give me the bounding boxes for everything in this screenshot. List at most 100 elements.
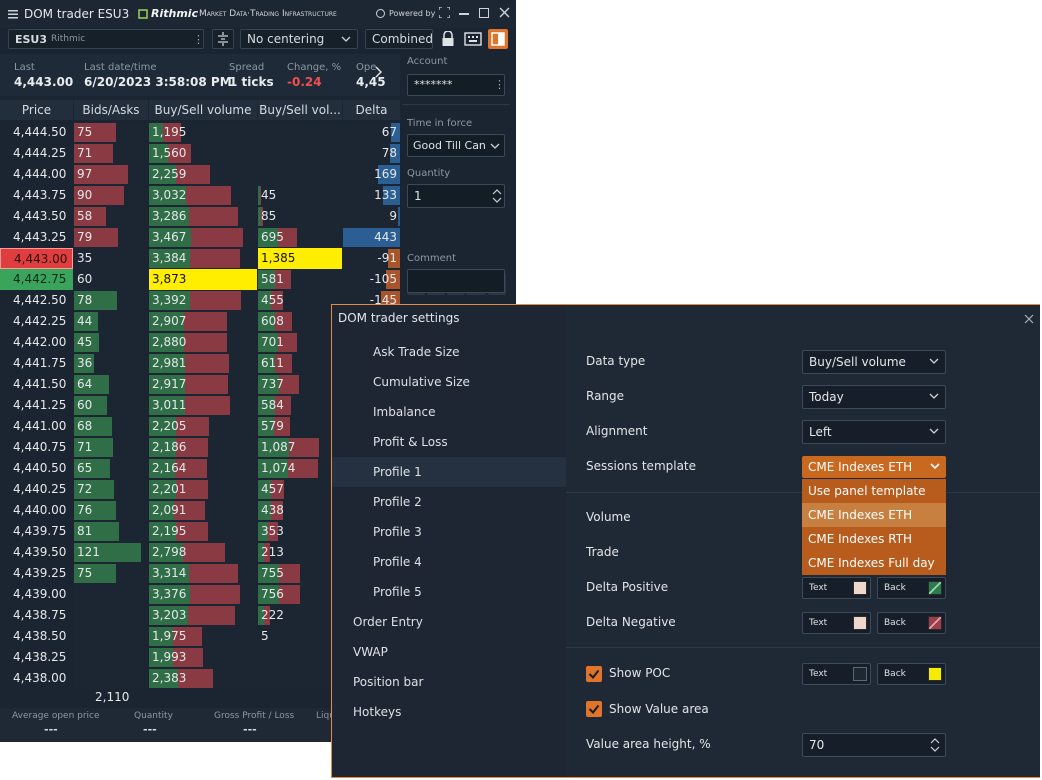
comment-input[interactable]: [407, 269, 505, 293]
volume-cell[interactable]: 2,164: [149, 458, 257, 479]
bid-ask-cell[interactable]: 44: [74, 311, 148, 332]
bid-ask-cell[interactable]: 68: [74, 416, 148, 437]
fullscreen-icon[interactable]: [438, 6, 451, 19]
volume-cell[interactable]: 2,091: [149, 500, 257, 521]
ladder-row[interactable]: 4,443.25 79 3,467 695 443: [0, 227, 400, 248]
ladder-row[interactable]: 4,444.50 75 1,195 67: [0, 122, 400, 143]
bid-ask-cell[interactable]: 65: [74, 458, 148, 479]
volume-cell[interactable]: 3,314: [149, 563, 257, 584]
delta-cell[interactable]: 443: [343, 227, 400, 248]
volume2-cell[interactable]: 579: [258, 416, 342, 437]
bid-ask-cell[interactable]: [74, 668, 148, 689]
bid-ask-cell[interactable]: 75: [74, 563, 148, 584]
bid-ask-cell[interactable]: 97: [74, 164, 148, 185]
volume2-cell[interactable]: 695: [258, 227, 342, 248]
bid-ask-cell[interactable]: 81: [74, 521, 148, 542]
show-value-area-checkbox[interactable]: [586, 701, 602, 717]
volume-cell[interactable]: 3,286: [149, 206, 257, 227]
quantity-stepper[interactable]: 1: [407, 184, 505, 208]
data-type-dropdown[interactable]: Buy/Sell volume: [802, 350, 946, 374]
col-buy-sell-volume-header[interactable]: Buy/Sell volume: [149, 100, 257, 120]
delta-cell[interactable]: 169: [343, 164, 400, 185]
ladder-row[interactable]: 4,443.00 35 3,384 1,385 -91: [0, 248, 400, 269]
volume-cell[interactable]: 2,907: [149, 311, 257, 332]
price-cell[interactable]: 4,438.50: [0, 626, 73, 647]
bid-ask-cell[interactable]: 64: [74, 374, 148, 395]
price-cell[interactable]: 4,438.00: [0, 668, 73, 689]
ladder-row[interactable]: 4,442.50 78 3,392 455 -145: [0, 290, 400, 311]
price-cell[interactable]: 4,444.50: [0, 122, 73, 143]
poc-back-color[interactable]: Back: [877, 663, 946, 685]
bid-ask-cell[interactable]: 78: [74, 290, 148, 311]
price-cell[interactable]: 4,442.50: [0, 290, 73, 311]
volume-cell[interactable]: 2,917: [149, 374, 257, 395]
volume2-cell[interactable]: 222: [258, 605, 342, 626]
show-poc-checkbox[interactable]: [586, 666, 602, 682]
volume2-cell[interactable]: 45: [258, 185, 342, 206]
settings-nav-item[interactable]: Hotkeys: [353, 705, 402, 719]
volume-cell[interactable]: 3,467: [149, 227, 257, 248]
volume2-cell[interactable]: 755: [258, 563, 342, 584]
maximize-icon[interactable]: [479, 8, 489, 18]
ladder-row[interactable]: 4,443.50 58 3,286 85 9: [0, 206, 400, 227]
settings-nav-item[interactable]: Order Entry: [353, 615, 423, 629]
price-cell[interactable]: 4,441.50: [0, 374, 73, 395]
volume2-cell[interactable]: 438: [258, 500, 342, 521]
bid-ask-cell[interactable]: 75: [74, 122, 148, 143]
price-cell[interactable]: 4,439.75: [0, 521, 73, 542]
session-option[interactable]: Use panel template: [808, 484, 926, 498]
panel-toggle-icon[interactable]: [488, 29, 508, 49]
volume2-cell[interactable]: 608: [258, 311, 342, 332]
delta-negative-text-color[interactable]: Text: [802, 612, 871, 634]
col-price-header[interactable]: Price: [0, 100, 73, 120]
delta-cell[interactable]: -91: [343, 248, 400, 269]
ladder-row[interactable]: 4,442.00 45 2,880 701: [0, 332, 400, 353]
col-bids-asks-header[interactable]: Bids/Asks: [74, 100, 148, 120]
price-cell[interactable]: 4,440.00: [0, 500, 73, 521]
bid-ask-cell[interactable]: [74, 605, 148, 626]
bid-ask-cell[interactable]: 121: [74, 542, 148, 563]
price-cell[interactable]: 4,441.00: [0, 416, 73, 437]
volume2-cell[interactable]: 581: [258, 269, 342, 290]
bid-ask-cell[interactable]: 90: [74, 185, 148, 206]
volume2-cell[interactable]: 353: [258, 521, 342, 542]
stepper-arrows-icon[interactable]: [491, 188, 503, 204]
settings-nav-item[interactable]: Profile 1: [332, 457, 566, 487]
ladder-row[interactable]: 4,442.75 60 3,873 581 -105: [0, 269, 400, 290]
price-cell[interactable]: 4,443.00: [0, 248, 73, 269]
delta-cell[interactable]: 67: [343, 122, 400, 143]
session-option[interactable]: CME Indexes RTH: [808, 532, 913, 546]
tif-dropdown[interactable]: Good Till Can: [407, 134, 505, 157]
price-cell[interactable]: 4,440.75: [0, 437, 73, 458]
price-cell[interactable]: 4,438.25: [0, 647, 73, 668]
settings-nav-item[interactable]: Profile 2: [373, 495, 422, 509]
volume2-cell[interactable]: 457: [258, 479, 342, 500]
volume2-cell[interactable]: 737: [258, 374, 342, 395]
settings-nav-item[interactable]: Imbalance: [373, 405, 436, 419]
volume-cell[interactable]: 3,384: [149, 248, 257, 269]
volume2-cell[interactable]: [258, 647, 342, 668]
volume2-cell[interactable]: 85: [258, 206, 342, 227]
stepper-arrows-icon[interactable]: [929, 737, 941, 753]
settings-nav-item[interactable]: Profile 3: [373, 525, 422, 539]
volume2-cell[interactable]: 455: [258, 290, 342, 311]
settings-nav-item[interactable]: VWAP: [353, 645, 388, 659]
combined-button[interactable]: Combined: [365, 29, 433, 49]
price-cell[interactable]: 4,443.75: [0, 185, 73, 206]
kebab-menu-icon[interactable]: ⋮: [494, 78, 505, 91]
bid-ask-cell[interactable]: 71: [74, 143, 148, 164]
volume2-cell[interactable]: 1,087: [258, 437, 342, 458]
session-option-selected[interactable]: CME Indexes ETH: [802, 503, 946, 527]
volume2-cell[interactable]: [258, 164, 342, 185]
price-cell[interactable]: 4,441.75: [0, 353, 73, 374]
bid-ask-cell[interactable]: 60: [74, 395, 148, 416]
poc-text-color[interactable]: Text: [802, 663, 871, 685]
delta-positive-back-color[interactable]: Back: [877, 577, 946, 599]
volume-cell[interactable]: 1,560: [149, 143, 257, 164]
volume2-cell[interactable]: [258, 143, 342, 164]
volume-cell[interactable]: 2,383: [149, 668, 257, 689]
col-delta-header[interactable]: Delta: [343, 100, 400, 120]
session-option[interactable]: CME Indexes Full day: [808, 556, 935, 570]
price-cell[interactable]: 4,444.25: [0, 143, 73, 164]
alignment-dropdown[interactable]: Left: [802, 420, 946, 444]
